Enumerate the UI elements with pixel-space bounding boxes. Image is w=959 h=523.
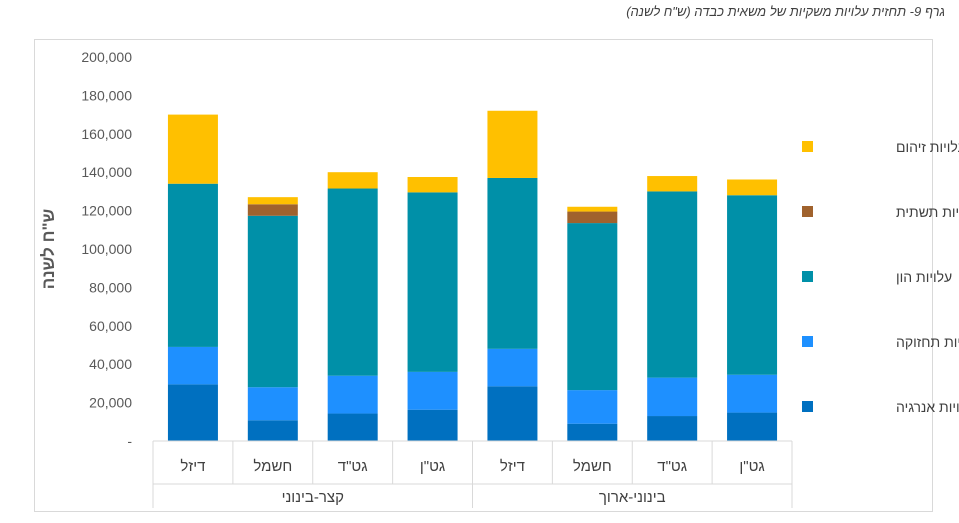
chart-caption: גרף 9- תחזית עלויות משקיות של משאית כבדה…: [626, 4, 945, 19]
bar-segment-3-5: [487, 177, 538, 349]
x-tick-label: חשמל: [573, 458, 612, 475]
legend-swatch: [802, 206, 813, 217]
bar-segment-2-4: [407, 371, 458, 410]
bar-segment-5-8: [727, 179, 778, 196]
y-tick-label: 200,000: [81, 49, 132, 65]
y-tick-label: 40,000: [89, 356, 132, 372]
y-tick-label: 80,000: [89, 279, 132, 295]
bar-segment-1-4: [407, 409, 458, 441]
legend-label: עלויות הון: [896, 269, 952, 285]
y-tick-label: -: [127, 433, 132, 449]
y-axis-label: ש"ח לשנה: [39, 208, 58, 289]
x-tick-label: חשמל: [253, 458, 292, 475]
bar-segment-3-7: [647, 191, 698, 378]
bar-segment-3-1: [167, 183, 218, 347]
chart-frame: [34, 39, 933, 512]
legend-swatch: [802, 141, 813, 152]
bar-segment-4-2: [247, 204, 298, 216]
bar-segment-5-3: [327, 172, 378, 189]
bar-segment-4-6: [567, 211, 618, 224]
y-tick-label: 160,000: [81, 126, 132, 142]
bar-segment-5-1: [167, 114, 218, 184]
bar-segment-3-4: [407, 192, 458, 372]
bar-segment-2-7: [647, 377, 698, 417]
bar-segment-1-5: [487, 386, 538, 441]
bar-segment-1-3: [327, 413, 378, 441]
x-tick-label: גט"ד: [657, 458, 687, 475]
bar-segment-1-7: [647, 416, 698, 441]
bar-segment-5-5: [487, 110, 538, 178]
bar-segment-2-6: [567, 390, 618, 424]
y-tick-label: 60,000: [89, 318, 132, 334]
x-tick-label: גט"ד: [338, 458, 368, 475]
bar-segment-3-2: [247, 215, 298, 388]
group-label: בינוני-ארוך: [599, 489, 666, 506]
legend-label: עלויות תחזוקה: [896, 334, 959, 350]
bar-segment-1-8: [727, 412, 778, 441]
bar-segment-2-1: [167, 346, 218, 385]
group-label: קצר-בינוני: [282, 489, 345, 506]
bar-segment-3-6: [567, 223, 618, 391]
legend-label: עלויות אנרגיה: [896, 399, 959, 415]
x-tick-label: דיזל: [180, 458, 205, 475]
bar-segment-1-1: [167, 384, 218, 441]
y-tick-label: 140,000: [81, 164, 132, 180]
y-tick-label: 100,000: [81, 241, 132, 257]
x-tick-label: גט"ן: [420, 458, 445, 475]
x-tick-label: גט"ן: [739, 458, 764, 475]
y-tick-label: 180,000: [81, 87, 132, 103]
bar-segment-2-2: [247, 387, 298, 421]
bar-segment-2-3: [327, 375, 378, 414]
legend-label: עלויות תשתית: [896, 204, 959, 220]
bar-segment-3-3: [327, 188, 378, 376]
bar-segment-3-8: [727, 195, 778, 375]
legend-swatch: [802, 271, 813, 282]
y-tick-label: 20,000: [89, 395, 132, 411]
bar-segment-2-8: [727, 374, 778, 413]
bar-segment-5-6: [567, 206, 618, 212]
legend-swatch: [802, 401, 813, 412]
y-tick-label: 120,000: [81, 203, 132, 219]
bar-segment-5-7: [647, 176, 698, 192]
legend-swatch: [802, 336, 813, 347]
bar-segment-1-6: [567, 423, 618, 441]
bar-segment-2-5: [487, 348, 538, 387]
x-tick-label: דיזל: [500, 458, 525, 475]
legend-label: עלויות זיהום: [896, 139, 959, 155]
bar-segment-1-2: [247, 420, 298, 441]
bar-segment-5-2: [247, 197, 298, 205]
bar-segment-5-4: [407, 177, 458, 193]
